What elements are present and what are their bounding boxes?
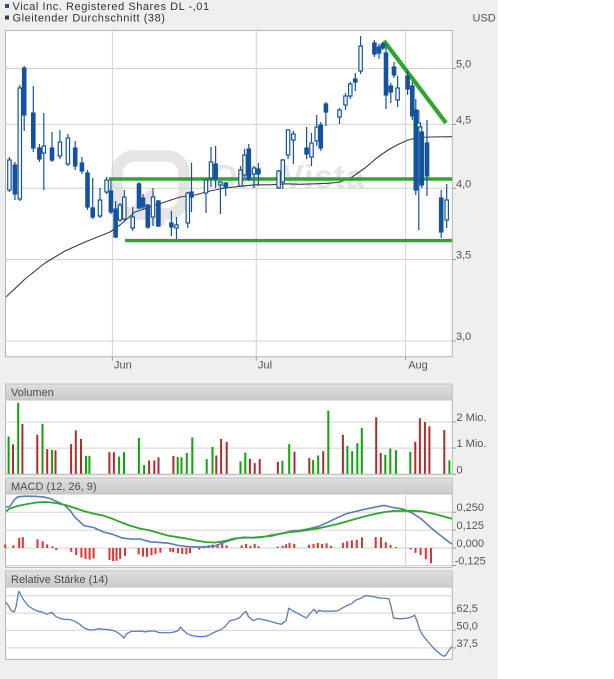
svg-text:USD: USD — [473, 13, 496, 25]
svg-text:3,0: 3,0 — [456, 331, 471, 343]
svg-text:62,5: 62,5 — [457, 603, 478, 615]
svg-text:0,250: 0,250 — [457, 502, 485, 514]
svg-text:50,0: 50,0 — [457, 620, 478, 632]
svg-text:Vical Inc. Registered Shares D: Vical Inc. Registered Shares DL -,01 — [13, 1, 210, 13]
svg-text:0,125: 0,125 — [457, 520, 485, 532]
svg-text:MACD (12, 26, 9): MACD (12, 26, 9) — [11, 481, 97, 493]
svg-text:Gleitender Durchschnitt (38): Gleitender Durchschnitt (38) — [13, 13, 166, 25]
svg-text:4,5: 4,5 — [456, 114, 471, 126]
svg-text:4,0: 4,0 — [456, 178, 471, 190]
svg-text:Aug: Aug — [408, 360, 428, 372]
svg-text:Jul: Jul — [258, 360, 272, 372]
svg-text:3,5: 3,5 — [456, 250, 471, 262]
svg-text:1 Mio.: 1 Mio. — [457, 438, 487, 450]
svg-text:37,5: 37,5 — [457, 638, 478, 650]
svg-text:0,000: 0,000 — [457, 538, 485, 550]
svg-text:-0,125: -0,125 — [455, 556, 486, 568]
svg-text:Jun: Jun — [114, 360, 132, 372]
svg-text:Relative Stärke (14): Relative Stärke (14) — [11, 574, 108, 586]
svg-text:0: 0 — [457, 464, 463, 476]
svg-text:Volumen: Volumen — [11, 387, 54, 399]
svg-text:Vista: Vista — [282, 158, 365, 195]
svg-text:2 Mio.: 2 Mio. — [457, 412, 487, 424]
svg-text:5,0: 5,0 — [456, 59, 471, 71]
